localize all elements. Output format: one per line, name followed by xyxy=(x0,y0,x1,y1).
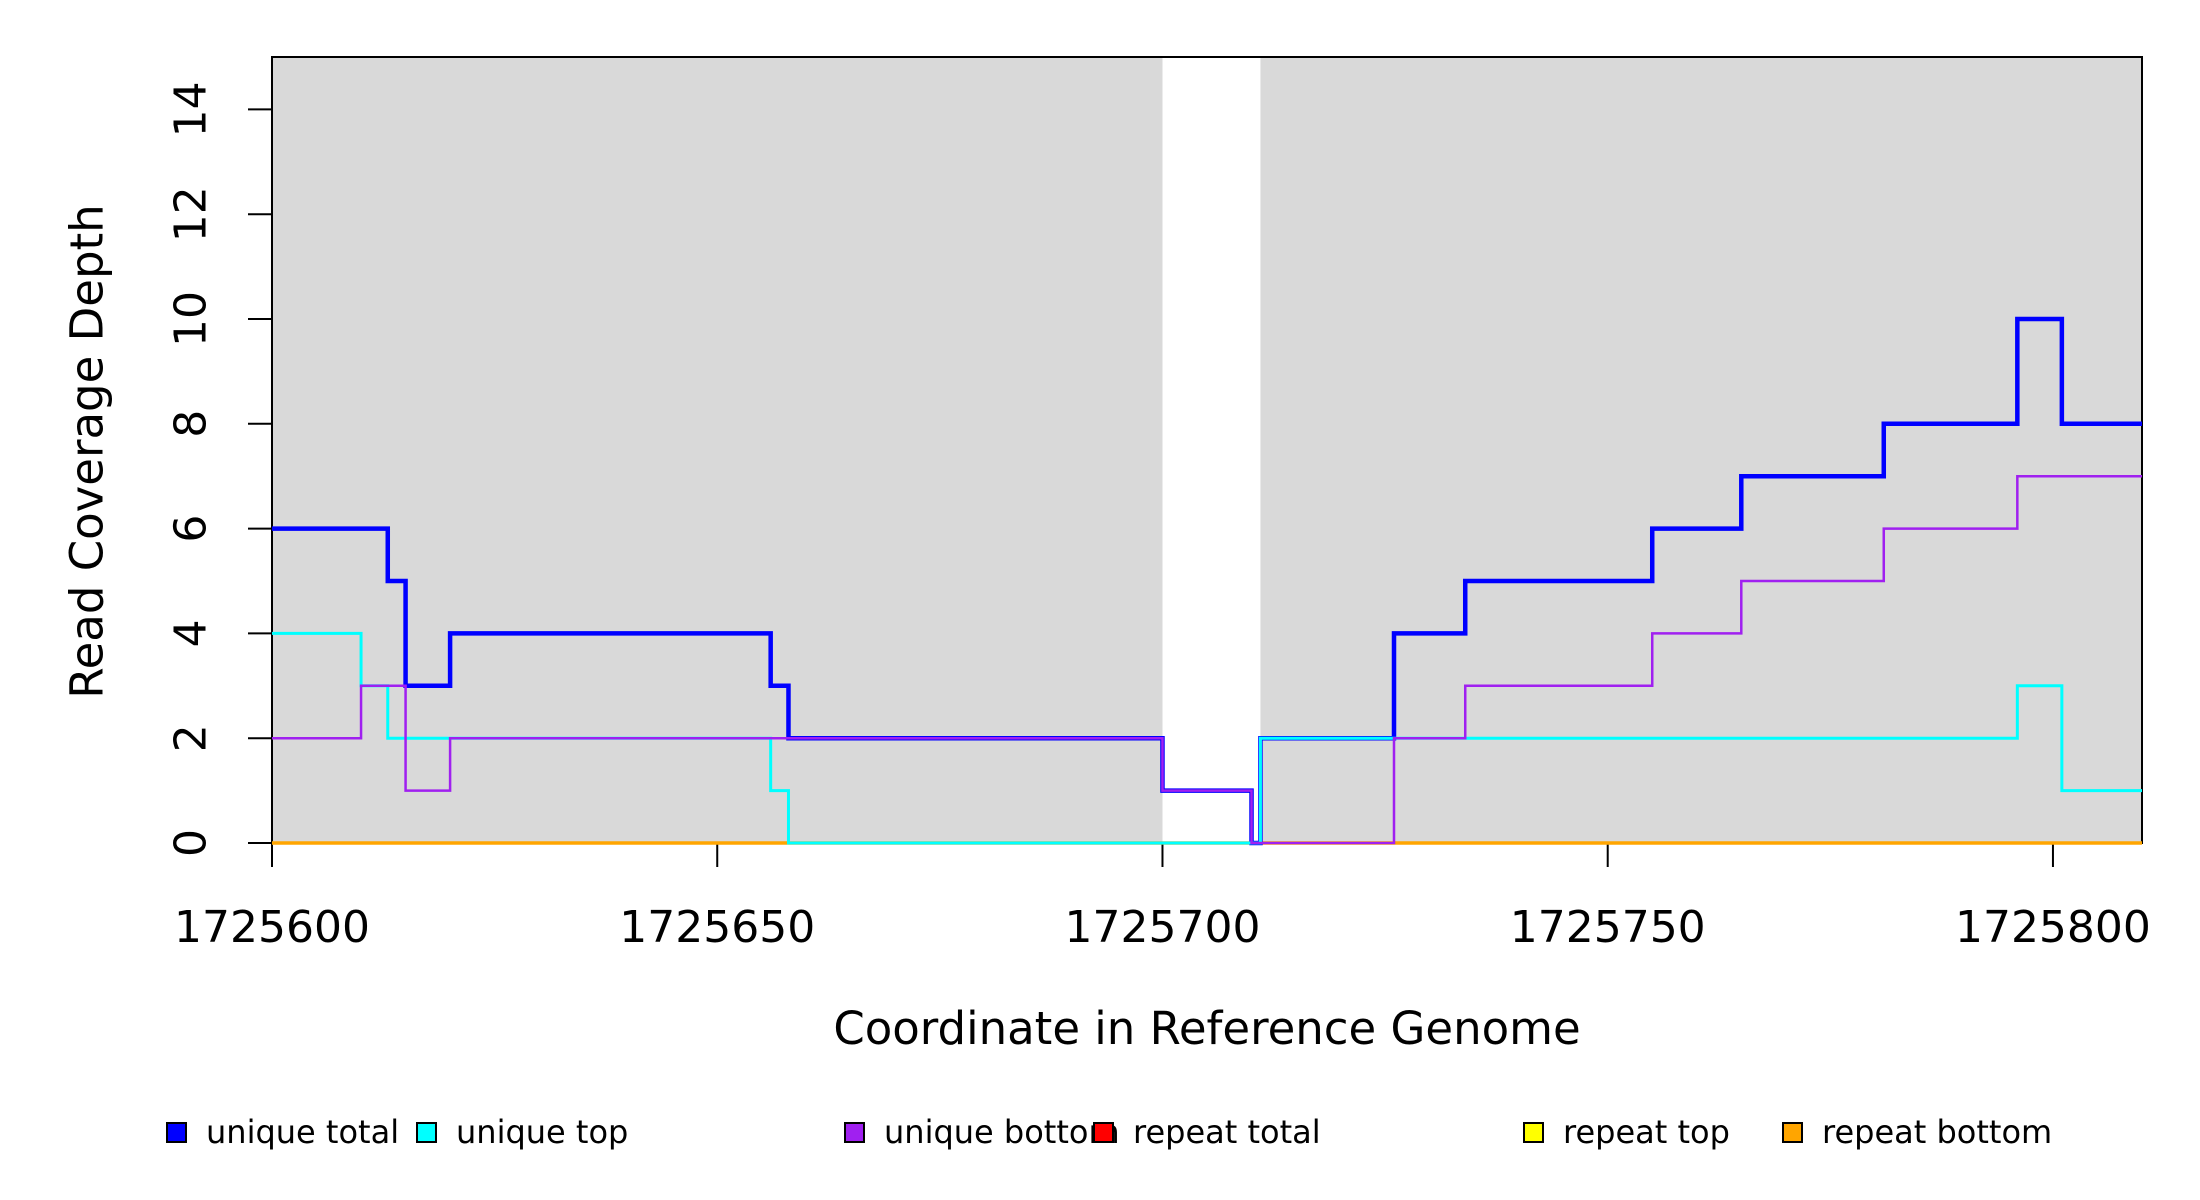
x-tick-label: 1725650 xyxy=(619,902,815,953)
x-tick-label: 1725700 xyxy=(1064,902,1260,953)
y-tick-label: 14 xyxy=(165,81,216,137)
y-tick-label: 12 xyxy=(165,186,216,242)
y-tick-label: 0 xyxy=(165,829,216,857)
y-axis-title: Read Coverage Depth xyxy=(60,204,114,699)
shaded-region-left xyxy=(272,57,1163,843)
series-unique-bottom xyxy=(272,474,2142,845)
x-tick-label: 1725800 xyxy=(1955,902,2151,953)
y-tick-label: 4 xyxy=(165,619,216,647)
y-tick-label: 6 xyxy=(165,515,216,543)
shaded-region-right xyxy=(1260,57,2142,843)
y-tick-label: 8 xyxy=(165,410,216,438)
x-axis-title: Coordinate in Reference Genome xyxy=(833,1002,1581,1055)
y-tick-label: 2 xyxy=(165,724,216,752)
y-tick-label: 10 xyxy=(165,291,216,347)
x-tick-label: 1725600 xyxy=(174,902,370,953)
x-tick-label: 1725750 xyxy=(1510,902,1706,953)
